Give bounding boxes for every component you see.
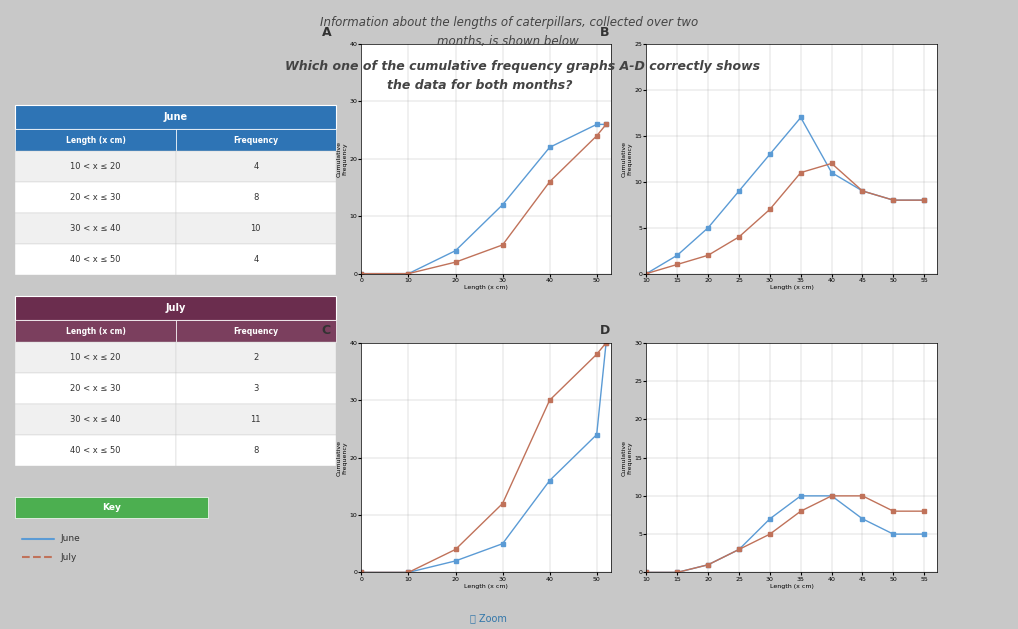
Bar <box>176 404 336 435</box>
Bar <box>15 497 208 518</box>
Bar <box>176 320 336 342</box>
Bar <box>15 104 336 130</box>
Text: July: July <box>165 303 186 313</box>
Text: 2: 2 <box>253 353 259 362</box>
X-axis label: Length (x cm): Length (x cm) <box>464 285 508 290</box>
Text: D: D <box>600 325 610 337</box>
Text: Which one of the cumulative frequency graphs A-D correctly shows: Which one of the cumulative frequency gr… <box>285 60 760 73</box>
Text: 30 < x ≤ 40: 30 < x ≤ 40 <box>70 224 121 233</box>
Y-axis label: Cumulative
Frequency: Cumulative Frequency <box>622 141 632 177</box>
Bar <box>15 296 336 320</box>
Text: 8: 8 <box>253 446 259 455</box>
Bar <box>15 151 176 182</box>
X-axis label: Length (x cm): Length (x cm) <box>464 584 508 589</box>
X-axis label: Length (x cm): Length (x cm) <box>770 285 813 290</box>
Y-axis label: Cumulative
Frequency: Cumulative Frequency <box>337 141 347 177</box>
Bar <box>176 151 336 182</box>
Text: July: July <box>60 552 76 562</box>
Bar <box>176 130 336 151</box>
Bar <box>176 213 336 244</box>
Text: 11: 11 <box>250 415 261 424</box>
Bar <box>15 342 176 373</box>
Text: 20 < x ≤ 30: 20 < x ≤ 30 <box>70 384 121 393</box>
Text: A: A <box>322 26 331 38</box>
Text: June: June <box>60 535 80 543</box>
Text: 40 < x ≤ 50: 40 < x ≤ 50 <box>70 255 121 264</box>
Bar <box>15 244 176 275</box>
Text: 🔍 Zoom: 🔍 Zoom <box>470 613 507 623</box>
Text: months, is shown below.: months, is shown below. <box>437 35 581 48</box>
Bar <box>176 182 336 213</box>
Bar <box>15 320 176 342</box>
Text: June: June <box>164 112 187 122</box>
Text: C: C <box>322 325 331 337</box>
Text: Key: Key <box>102 503 121 512</box>
Y-axis label: Cumulative
Frequency: Cumulative Frequency <box>622 440 632 476</box>
Text: 10 < x ≤ 20: 10 < x ≤ 20 <box>70 353 121 362</box>
Y-axis label: Cumulative
Frequency: Cumulative Frequency <box>337 440 347 476</box>
Text: 30 < x ≤ 40: 30 < x ≤ 40 <box>70 415 121 424</box>
Text: 3: 3 <box>253 384 259 393</box>
Text: Frequency: Frequency <box>233 326 278 336</box>
Text: 4: 4 <box>253 255 259 264</box>
Text: the data for both months?: the data for both months? <box>387 79 572 92</box>
Text: 40 < x ≤ 50: 40 < x ≤ 50 <box>70 446 121 455</box>
Text: 20 < x ≤ 30: 20 < x ≤ 30 <box>70 193 121 202</box>
Text: 8: 8 <box>253 193 259 202</box>
Text: Length (x cm): Length (x cm) <box>65 136 125 145</box>
Text: Length (x cm): Length (x cm) <box>65 326 125 336</box>
Bar <box>176 435 336 465</box>
Bar <box>15 373 176 404</box>
Bar <box>176 342 336 373</box>
Bar <box>176 244 336 275</box>
Bar <box>15 435 176 465</box>
Bar <box>15 404 176 435</box>
Text: Frequency: Frequency <box>233 136 278 145</box>
X-axis label: Length (x cm): Length (x cm) <box>770 584 813 589</box>
Text: 10: 10 <box>250 224 261 233</box>
Text: 10 < x ≤ 20: 10 < x ≤ 20 <box>70 162 121 171</box>
Text: Information about the lengths of caterpillars, collected over two: Information about the lengths of caterpi… <box>320 16 698 29</box>
Bar <box>15 182 176 213</box>
Bar <box>176 373 336 404</box>
Text: B: B <box>600 26 610 38</box>
Bar <box>15 130 176 151</box>
Bar <box>15 213 176 244</box>
Text: 4: 4 <box>253 162 259 171</box>
